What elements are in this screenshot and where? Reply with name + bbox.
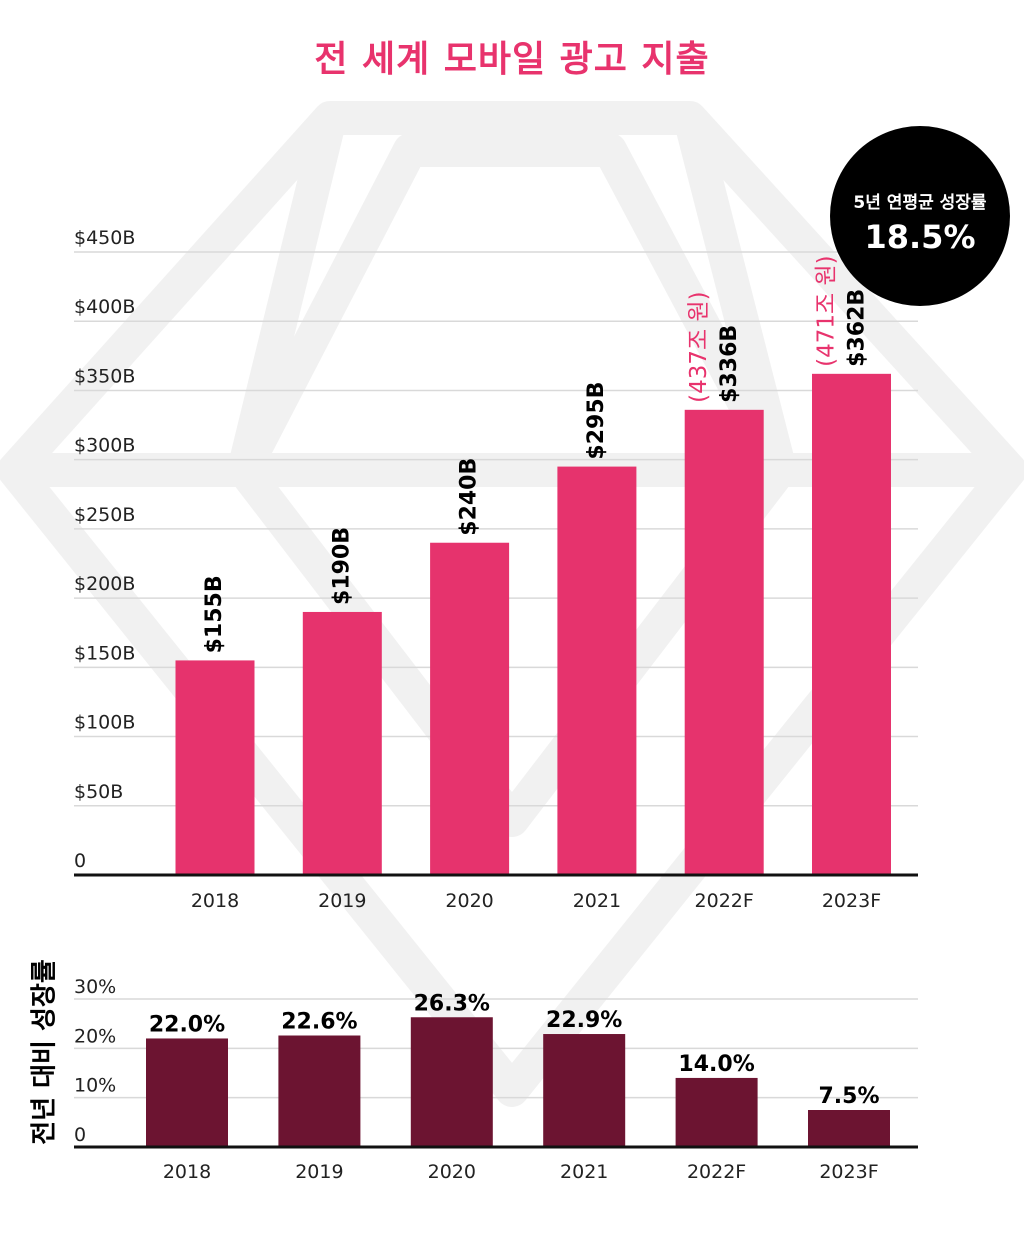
bar — [812, 373, 891, 874]
x-tick-label: 2019 — [295, 1161, 343, 1183]
data-label: $155B — [202, 575, 227, 653]
krw-annotation: (437조 원) — [686, 291, 712, 402]
y-tick-label: $50B — [74, 781, 123, 803]
bar — [557, 466, 637, 874]
cagr-badge-value: 18.5% — [864, 218, 976, 256]
data-label: 14.0% — [678, 1052, 754, 1077]
data-label: $295B — [584, 382, 609, 460]
data-label: $362B — [845, 289, 870, 367]
y-tick-label: $150B — [74, 642, 135, 664]
y-tick-label: $400B — [74, 296, 135, 318]
data-label: 22.9% — [546, 1008, 622, 1033]
cagr-badge: 5년 연평균 성장률 18.5% — [830, 126, 1010, 306]
bar — [430, 542, 510, 874]
data-label: 22.6% — [281, 1010, 357, 1035]
y-tick-label: 30% — [74, 976, 116, 998]
data-label: $240B — [457, 458, 482, 536]
chart-title: 전 세계 모바일 광고 지출 — [314, 39, 710, 80]
data-label: 22.0% — [149, 1012, 225, 1037]
y-tick-label: $200B — [74, 573, 135, 595]
bar — [410, 1017, 493, 1146]
bar — [684, 409, 764, 874]
bar — [543, 1034, 626, 1146]
y-tick-label: 0 — [74, 1124, 86, 1146]
x-tick-label: 2018 — [163, 1161, 211, 1183]
data-label: 26.3% — [414, 991, 490, 1016]
cagr-badge-label: 5년 연평균 성장률 — [853, 193, 987, 213]
data-label: $190B — [329, 527, 354, 605]
y-tick-label: $100B — [74, 712, 135, 734]
growth-chart-ylabel: 전년 대비 성장률 — [29, 959, 60, 1145]
data-label: $336B — [717, 325, 742, 403]
bar — [146, 1038, 228, 1146]
y-tick-label: 0 — [74, 850, 86, 872]
x-tick-label: 2018 — [191, 890, 239, 912]
y-tick-label: $300B — [74, 435, 135, 457]
x-tick-label: 2023F — [819, 1161, 878, 1183]
bar — [808, 1110, 890, 1146]
x-tick-label: 2021 — [573, 890, 621, 912]
bar — [302, 611, 382, 874]
x-tick-label: 2020 — [428, 1161, 476, 1183]
bar — [675, 1077, 758, 1146]
y-tick-label: 20% — [74, 1025, 116, 1047]
y-tick-label: 10% — [74, 1075, 116, 1097]
krw-annotation: (471조 원) — [814, 255, 840, 366]
x-tick-label: 2022F — [695, 890, 754, 912]
mobile-ad-spend-bar-chart: 0 $50B $100B $150B $200B $250B $300B $350B $400B… — [74, 227, 918, 912]
x-tick-label: 2023F — [822, 890, 881, 912]
bar — [278, 1035, 361, 1146]
y-tick-label: $350B — [74, 365, 135, 387]
x-tick-label: 2019 — [318, 890, 366, 912]
y-tick-label: $450B — [74, 227, 135, 249]
x-tick-label: 2022F — [687, 1161, 746, 1183]
y-tick-label: $250B — [74, 504, 135, 526]
x-tick-label: 2020 — [445, 890, 493, 912]
bar — [175, 660, 255, 874]
data-label: 7.5% — [818, 1084, 879, 1109]
x-tick-label: 2021 — [560, 1161, 608, 1183]
